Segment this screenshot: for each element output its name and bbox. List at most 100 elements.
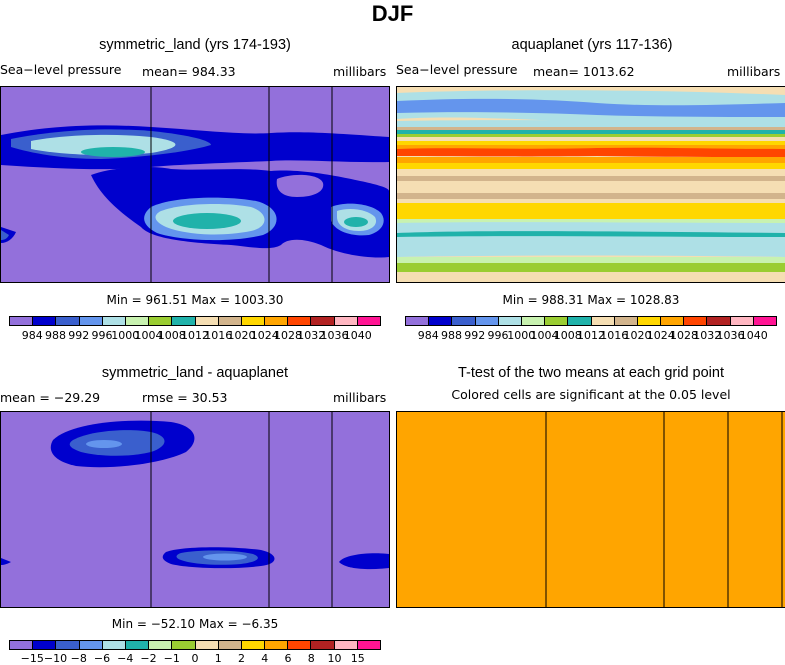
colorbar-swatch xyxy=(10,317,34,325)
panel1-high-pocket xyxy=(276,174,324,197)
panel2-band-10 xyxy=(397,147,785,157)
panel2-title: aquaplanet (yrs 117-136) xyxy=(511,37,673,53)
colorbar-swatch xyxy=(568,317,592,325)
colorbar-tick-label: 1036 xyxy=(320,329,349,342)
colorbar-tick-label: 15 xyxy=(350,652,365,665)
colorbar-tick-label: 984 xyxy=(417,329,439,342)
colorbar-tick-label: 1020 xyxy=(227,329,256,342)
colorbar-swatch xyxy=(521,317,546,325)
panel1-low-core-south xyxy=(173,213,241,229)
panel2-band-12 xyxy=(397,163,785,169)
panel2-band-15 xyxy=(397,181,785,193)
panel2-band-22 xyxy=(397,236,785,257)
colorbar-swatch xyxy=(452,317,476,325)
colorbar-swatch xyxy=(195,641,219,649)
colorbar-swatch xyxy=(79,317,103,325)
panel4-subtitle: Colored cells are significant at the 0.0… xyxy=(451,387,731,402)
panel1-variable-label: Sea−level pressure xyxy=(0,62,122,77)
colorbar-tick-label: 1036 xyxy=(716,329,745,342)
panel3-rmse-label: rmse = 30.53 xyxy=(142,390,228,405)
panel1-colorbar-labels: 984 988 992 996 1000 1004 1008 1012 1016 1020 1024… xyxy=(9,329,381,343)
panel3-diff-contour-east xyxy=(339,553,389,570)
colorbar-swatch xyxy=(56,641,80,649)
colorbar-tick-label: 8 xyxy=(307,652,315,665)
colorbar-tick-label: 1024 xyxy=(646,329,675,342)
panel4-significance-svg xyxy=(397,412,785,607)
colorbar-swatch xyxy=(429,317,453,325)
colorbar-tick-label: −4 xyxy=(117,652,134,665)
panel1-units-label: millibars xyxy=(333,64,387,79)
colorbar-swatch xyxy=(218,641,242,649)
colorbar-tick-label: 1032 xyxy=(297,329,326,342)
colorbar-swatch xyxy=(56,317,80,325)
panel2-colorbar-labels: 984 988 992 996 1000 1004 1008 1012 1016 1020 1024… xyxy=(405,329,777,343)
panel2-band-17 xyxy=(397,199,785,203)
colorbar-tick-label: 1016 xyxy=(204,329,233,342)
panel2-variable-label: Sea−level pressure xyxy=(396,62,518,77)
panel3-units-label: millibars xyxy=(333,390,387,405)
colorbar-swatch xyxy=(172,641,196,649)
panel1-stats: Min = 961.51 Max = 1003.30 xyxy=(106,293,284,307)
panel3-map xyxy=(0,411,390,608)
colorbar-tick-label: 996 xyxy=(91,329,113,342)
colorbar-tick-label: 1008 xyxy=(553,329,582,342)
colorbar-swatch xyxy=(311,317,335,325)
colorbar-tick-label: 1004 xyxy=(530,329,559,342)
panel2-band-9 xyxy=(397,145,785,150)
colorbar-swatch xyxy=(218,317,242,325)
panel2-band-8 xyxy=(397,141,785,145)
colorbar-tick-label: 992 xyxy=(68,329,90,342)
colorbar-swatch xyxy=(195,317,219,325)
colorbar-swatch xyxy=(125,641,150,649)
colorbar-tick-label: 1012 xyxy=(181,329,209,342)
colorbar-tick-label: 1012 xyxy=(577,329,605,342)
colorbar-swatch xyxy=(545,317,569,325)
panel2-band-18 xyxy=(397,203,785,219)
colorbar-swatch xyxy=(730,317,754,325)
colorbar-tick-label: 1016 xyxy=(600,329,629,342)
colorbar-swatch xyxy=(149,641,173,649)
panel3-diff-contour-south-3 xyxy=(203,553,247,561)
panel2-band-20 xyxy=(397,222,785,233)
colorbar-swatch xyxy=(661,317,685,325)
colorbar-tick-label: 4 xyxy=(261,652,269,665)
panel1-edge-low-inner xyxy=(1,230,9,240)
panel2-band-5 xyxy=(397,130,785,134)
panel2-band-7 xyxy=(397,137,785,141)
colorbar-swatch xyxy=(357,641,380,649)
colorbar-tick-label: 1040 xyxy=(343,329,372,342)
colorbar-tick-label: 10 xyxy=(327,652,342,665)
panel2-band-19 xyxy=(397,219,785,223)
colorbar-swatch xyxy=(406,317,430,325)
panel3-colorbar-labels: −15 −10 −8 −6 −4 −2 −1 0 1 2 4 6 8 10 15 xyxy=(9,652,381,665)
panel4-title: T-test of the two means at each grid poi… xyxy=(458,365,724,381)
colorbar-tick-label: −8 xyxy=(70,652,87,665)
colorbar-swatch xyxy=(102,641,126,649)
panel3-stats: Min = −52.10 Max = −6.35 xyxy=(111,617,279,631)
colorbar-tick-label: 1 xyxy=(214,652,222,665)
panel3-mean-label: mean = −29.29 xyxy=(0,390,101,405)
colorbar-tick-label: 992 xyxy=(464,329,486,342)
colorbar-tick-label: 6 xyxy=(284,652,292,665)
colorbar-tick-label: 1020 xyxy=(623,329,652,342)
colorbar-swatch xyxy=(79,641,103,649)
colorbar-tick-label: 1000 xyxy=(111,329,140,342)
colorbar-swatch xyxy=(311,641,335,649)
panel1-mean-label: mean= 984.33 xyxy=(142,64,236,79)
panel4-map xyxy=(396,411,785,608)
panel2-band-13 xyxy=(397,169,785,176)
panel2-stats: Min = 988.31 Max = 1028.83 xyxy=(502,293,680,307)
colorbar-swatch xyxy=(707,317,731,325)
panel1-contour-svg xyxy=(1,87,389,282)
colorbar-swatch xyxy=(498,317,522,325)
colorbar-tick-label: −1 xyxy=(163,652,180,665)
colorbar-swatch xyxy=(334,641,358,649)
colorbar-swatch xyxy=(265,641,289,649)
panel2-band-11 xyxy=(397,157,785,163)
panel3-title: symmetric_land - aquaplanet xyxy=(101,365,289,381)
panel2-contour-svg xyxy=(397,87,785,282)
colorbar-swatch xyxy=(334,317,358,325)
colorbar-tick-label: 1008 xyxy=(157,329,186,342)
colorbar-swatch xyxy=(10,641,34,649)
colorbar-swatch xyxy=(753,317,776,325)
